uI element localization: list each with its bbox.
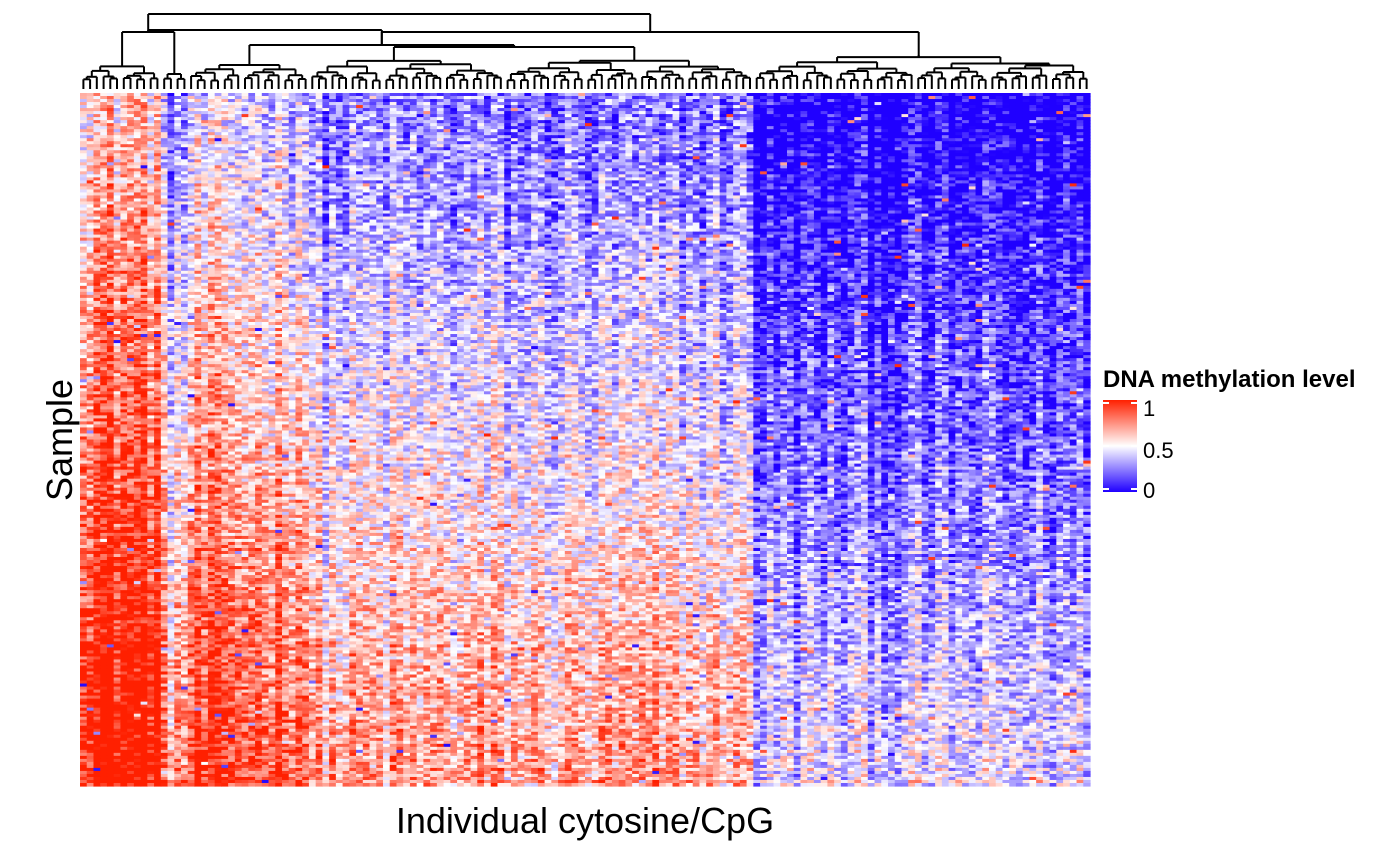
column-dendrogram bbox=[83, 14, 1086, 89]
heatmap-cells bbox=[80, 93, 1091, 787]
